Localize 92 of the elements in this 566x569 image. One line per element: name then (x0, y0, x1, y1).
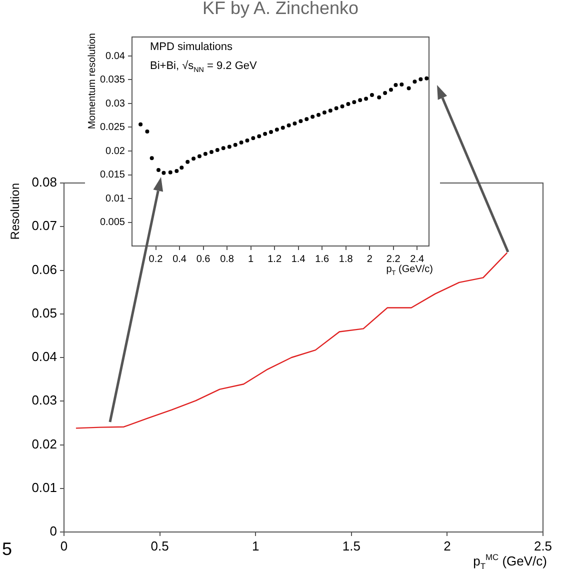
point (298, 119, 303, 124)
point (138, 122, 143, 126)
point (322, 110, 326, 115)
point (145, 130, 150, 134)
point (412, 80, 417, 84)
y-tick-label: 0.03 (32, 392, 57, 408)
point (268, 130, 273, 134)
point (310, 114, 315, 119)
point (280, 126, 285, 130)
point (424, 76, 429, 80)
point (418, 77, 423, 82)
x-tick-label: 1.6 (315, 254, 330, 265)
x-tick-label: 2 (366, 254, 373, 265)
point (257, 134, 262, 138)
y-tick-label: 0.04 (32, 349, 57, 364)
y-tick-label: 0.005 (100, 217, 126, 228)
x-axis-title: p$_{T}$$^{MC}$ (GeV/c) (473, 552, 547, 569)
point (239, 140, 244, 144)
point (388, 88, 393, 92)
point (400, 82, 404, 86)
point (304, 117, 309, 122)
point (274, 128, 279, 132)
point (186, 160, 190, 164)
point (150, 156, 154, 160)
x-tick-label: 2.2 (386, 254, 401, 265)
x-tick-label: 0.8 (220, 254, 234, 265)
y-axis-title: Resolution (8, 183, 22, 240)
y-tick-label: 0.035 (100, 74, 126, 86)
point (334, 106, 338, 110)
y-tick-label: 0.07 (32, 218, 57, 234)
point (364, 96, 368, 101)
x-tick-label: 2 (444, 538, 451, 554)
point (292, 121, 297, 126)
y-axis-title: Momentum resolution (87, 33, 98, 130)
point (227, 144, 232, 149)
point (286, 123, 291, 128)
annotation: Bi+Bi, √s$_{NN}$ = 9.2 GeV (150, 60, 257, 74)
point (352, 100, 356, 104)
y-tick-label: 0.01 (32, 480, 57, 495)
point (209, 150, 214, 154)
point (394, 82, 398, 87)
x-tick-label: 1 (248, 254, 254, 265)
point (263, 132, 268, 136)
y-tick-label: 0.03 (106, 98, 126, 110)
y-tick-label: 0.01 (106, 193, 126, 204)
x-axis-title: p$_{T}$ (GeV/c) (386, 264, 433, 277)
point (358, 98, 362, 102)
x-tick-label: 2.4 (410, 254, 425, 265)
point (340, 104, 344, 108)
y-tick-label: 0.04 (106, 50, 126, 62)
point (156, 168, 160, 172)
y-tick-label: 0 (50, 524, 57, 539)
x-tick-label: 2.5 (534, 538, 552, 554)
point (203, 152, 208, 156)
y-tick-label: 0.06 (32, 262, 57, 277)
y-tick-label: 0.02 (106, 146, 126, 157)
point (162, 170, 166, 175)
point (346, 102, 350, 106)
point (233, 142, 238, 147)
y-tick-label: 0.02 (32, 436, 57, 452)
y-tick-label: 0.08 (32, 174, 57, 190)
x-tick-label: 0.4 (172, 254, 187, 265)
point (370, 92, 374, 97)
point (215, 148, 220, 152)
point (174, 168, 179, 173)
point (251, 136, 256, 140)
y-tick-label: 0.025 (100, 122, 126, 133)
point (406, 86, 411, 90)
point (316, 112, 321, 117)
point (328, 108, 332, 113)
point (377, 95, 382, 100)
x-tick-label: 0.6 (196, 254, 211, 265)
point (197, 154, 202, 158)
x-tick-label: 1.4 (291, 254, 306, 265)
annotation: MPD simulations (150, 41, 233, 53)
point (192, 156, 196, 161)
point (221, 146, 226, 150)
text: 5 (2, 539, 12, 560)
x-tick-label: 1.8 (338, 254, 354, 265)
x-tick-label: 1 (252, 538, 260, 554)
point (245, 138, 250, 143)
y-tick-label: 0.05 (32, 305, 57, 320)
point (180, 166, 184, 170)
x-tick-label: 0.5 (150, 538, 169, 554)
x-tick-label: 0.2 (148, 254, 164, 265)
point (168, 170, 172, 174)
x-tick-label: 0 (60, 538, 68, 554)
y-tick-label: 0.015 (100, 170, 126, 180)
x-tick-label: 1.2 (268, 254, 282, 265)
point (383, 91, 388, 96)
x-tick-label: 1.5 (342, 538, 360, 554)
chart-title: KF by A. Zinchenko (201, 0, 360, 19)
